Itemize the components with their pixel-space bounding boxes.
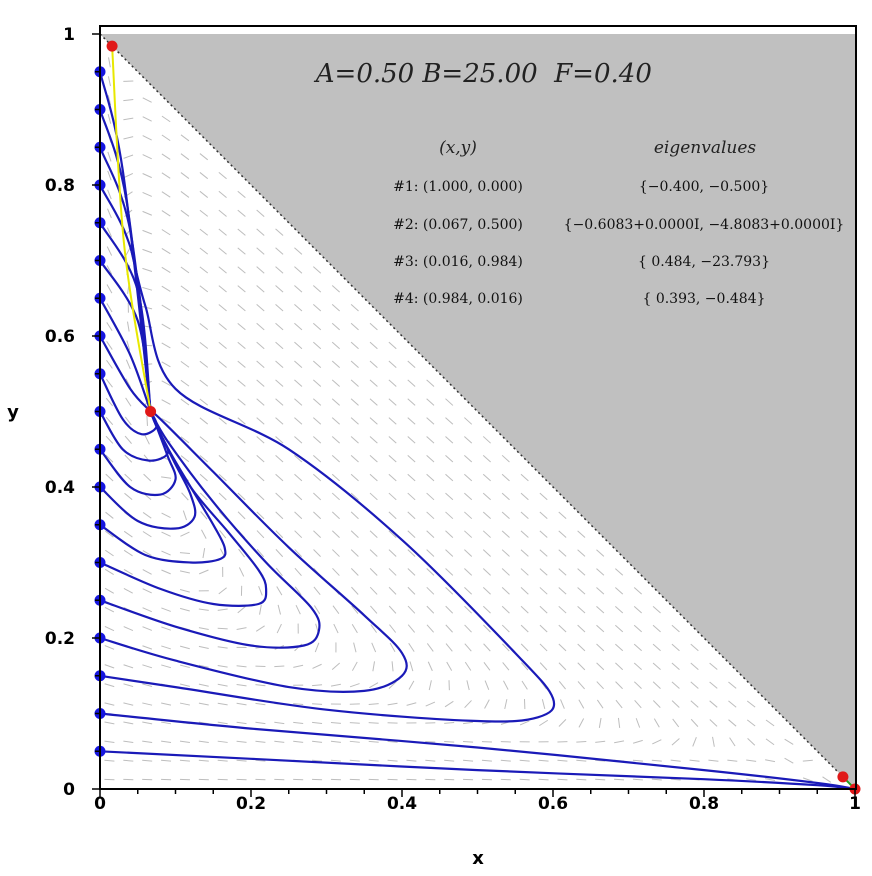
fixed-point-2-eigenvalues: {−0.6083+0.0000I, −4.8083+0.0000I} xyxy=(564,217,845,233)
fixed-point-4 xyxy=(837,771,848,782)
param-f: F=0.40 xyxy=(553,59,652,89)
x-axis-label: x xyxy=(472,848,484,869)
x-tick-label: 0.2 xyxy=(236,794,266,814)
field-arrow xyxy=(463,742,473,743)
x-tick-label: 0 xyxy=(94,794,106,814)
fixed-point-1-coords: #1: (1.000, 0.000) xyxy=(393,179,523,195)
field-arrow xyxy=(576,779,586,780)
param-b: B=25.00 xyxy=(421,59,537,89)
fixed-point-2-coords: #2: (0.067, 0.500) xyxy=(393,217,523,233)
field-arrow xyxy=(595,779,605,780)
field-arrow xyxy=(614,779,624,780)
y-tick-label: 0.6 xyxy=(45,327,75,347)
fixed-point-4-coords: #4: (0.984, 0.016) xyxy=(393,291,523,307)
y-tick-label: 0 xyxy=(63,780,75,800)
fixed-point-1-eigenvalues: {−0.400, −0.500} xyxy=(639,179,769,195)
y-tick-label: 1 xyxy=(63,25,75,45)
x-tick-label: 0.4 xyxy=(387,794,417,814)
x-tick-label: 1 xyxy=(849,794,861,814)
fixed-point-2 xyxy=(145,406,156,417)
field-arrow xyxy=(539,779,549,780)
fixed-point-3-coords: #3: (0.016, 0.984) xyxy=(393,254,523,270)
field-arrow xyxy=(350,723,360,724)
x-tick-label: 0.6 xyxy=(538,794,568,814)
y-tick-label: 0.8 xyxy=(45,176,75,196)
y-tick-label: 0.2 xyxy=(45,629,75,649)
field-arrow xyxy=(147,416,148,426)
field-arrow xyxy=(520,779,530,780)
param-a: A=0.50 xyxy=(314,59,414,89)
y-tick-label: 0.4 xyxy=(45,478,75,498)
field-arrow xyxy=(218,628,228,629)
x-tick-label: 0.8 xyxy=(689,794,719,814)
table-header-xy: (x,y) xyxy=(439,138,477,158)
fixed-point-3-eigenvalues: { 0.484, −23.793} xyxy=(638,254,770,270)
field-arrow xyxy=(274,666,284,667)
fixed-point-4-eigenvalues: { 0.393, −0.484} xyxy=(642,291,765,307)
table-header-eigenvalues: eigenvalues xyxy=(654,138,757,158)
field-arrow xyxy=(444,741,454,742)
field-arrow xyxy=(369,723,379,724)
field-arrow xyxy=(312,704,322,705)
field-arrow xyxy=(557,779,567,780)
y-axis-label: y xyxy=(7,402,19,423)
fixed-point-3 xyxy=(107,41,118,52)
